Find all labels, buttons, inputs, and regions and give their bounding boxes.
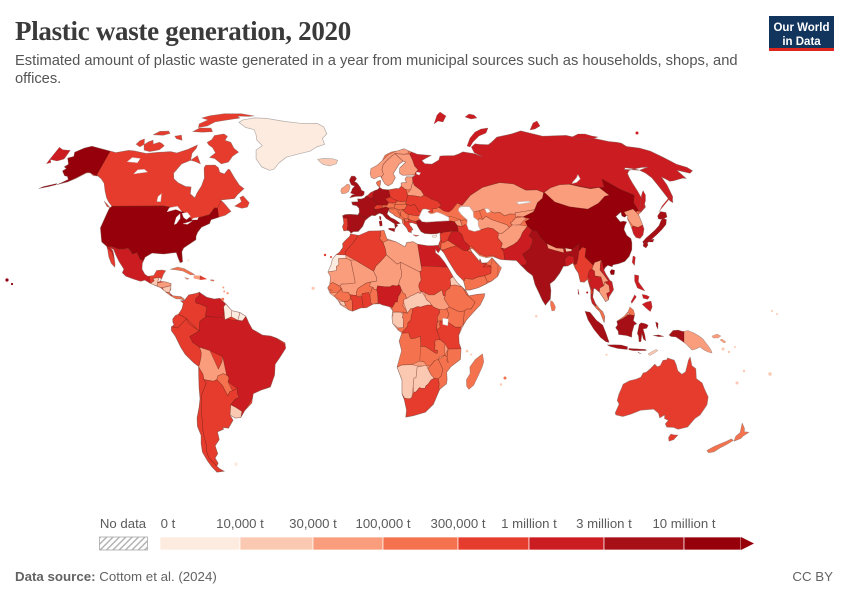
svg-text:3 million t: 3 million t — [576, 516, 632, 531]
svg-text:300,000 t: 300,000 t — [431, 516, 486, 531]
svg-text:in Data: in Data — [782, 36, 821, 48]
svg-text:Estimated amount of plastic wa: Estimated amount of plastic waste genera… — [15, 53, 738, 69]
svg-text:100,000 t: 100,000 t — [356, 516, 411, 531]
svg-text:1 million t: 1 million t — [501, 516, 557, 531]
svg-text:Plastic waste generation, 2020: Plastic waste generation, 2020 — [15, 16, 351, 46]
svg-text:Our World: Our World — [773, 22, 829, 34]
svg-text:10 million t: 10 million t — [652, 516, 715, 531]
svg-text:30,000 t: 30,000 t — [289, 516, 337, 531]
svg-text:Data source: Cottom et al. (20: Data source: Cottom et al. (2024) — [15, 569, 217, 584]
svg-text:No data: No data — [100, 516, 147, 531]
svg-text:offices.: offices. — [15, 71, 61, 87]
svg-text:10,000 t: 10,000 t — [216, 516, 264, 531]
svg-text:CC BY: CC BY — [792, 569, 833, 584]
svg-text:0 t: 0 t — [161, 516, 176, 531]
